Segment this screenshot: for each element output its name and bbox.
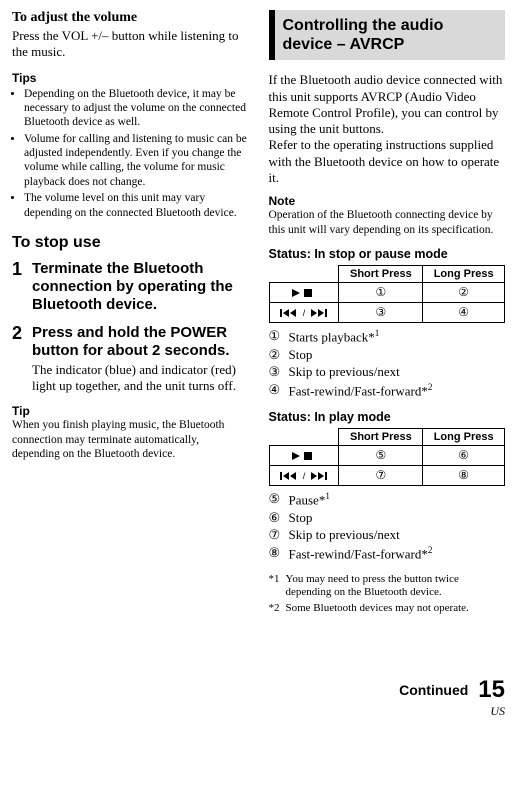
play-stop-icon bbox=[269, 445, 339, 465]
avrcp-intro-2: Refer to the operating instructions supp… bbox=[269, 137, 506, 186]
step-2: 2 Press and hold the POWER button for ab… bbox=[12, 324, 249, 395]
note-heading: Note bbox=[269, 194, 506, 208]
cell-short: ⑦ bbox=[339, 465, 423, 485]
legend-item: ②Stop bbox=[269, 346, 506, 364]
note-body: Operation of the Bluetooth connecting de… bbox=[269, 208, 506, 237]
step-2-heading: Press and hold the POWER button for abou… bbox=[32, 324, 248, 360]
legend-item: ①Starts playback*1 bbox=[269, 327, 506, 346]
cell-long: ⑥ bbox=[423, 445, 505, 465]
tip-body: When you finish playing music, the Bluet… bbox=[12, 418, 249, 461]
play-stop-icon bbox=[269, 282, 339, 302]
avrcp-intro-1: If the Bluetooth audio device connected … bbox=[269, 72, 506, 137]
page-footer: Continued 15 US bbox=[269, 676, 506, 719]
legend-stop-pause: ①Starts playback*1 ②Stop ③Skip to previo… bbox=[269, 327, 506, 400]
tips-heading: Tips bbox=[12, 71, 249, 85]
table-row: / ⑦ ⑧ bbox=[269, 465, 505, 485]
table-row: / ③ ④ bbox=[269, 302, 505, 322]
tip-item: The volume level on this unit may vary d… bbox=[24, 191, 249, 220]
cell-short: ⑤ bbox=[339, 445, 423, 465]
legend-play: ⑤Pause*1 ⑥Stop ⑦Skip to previous/next ⑧F… bbox=[269, 490, 506, 563]
adjust-volume-heading: To adjust the volume bbox=[12, 10, 249, 26]
tip-item: Volume for calling and listening to musi… bbox=[24, 132, 249, 190]
cell-long: ② bbox=[423, 282, 505, 302]
legend-item: ⑥Stop bbox=[269, 509, 506, 527]
step-number: 1 bbox=[12, 260, 22, 314]
step-2-sub: The indicator (blue) and indicator (red)… bbox=[32, 362, 248, 395]
col-long-press: Long Press bbox=[423, 428, 505, 445]
col-short-press: Short Press bbox=[339, 265, 423, 282]
svg-text:/: / bbox=[303, 308, 306, 318]
prev-next-icon: / bbox=[269, 302, 339, 322]
footnote-2: *2 Some Bluetooth devices may not operat… bbox=[269, 602, 506, 616]
stop-use-heading: To stop use bbox=[12, 234, 249, 252]
legend-item: ③Skip to previous/next bbox=[269, 363, 506, 381]
footnote-1: *1 You may need to press the button twic… bbox=[269, 573, 506, 601]
col-long-press: Long Press bbox=[423, 265, 505, 282]
tip-item: Depending on the Bluetooth device, it ma… bbox=[24, 87, 249, 130]
controls-table-play: Short Press Long Press ⑤ ⑥ bbox=[269, 428, 506, 486]
status-play-heading: Status: In play mode bbox=[269, 410, 506, 424]
step-1-heading: Terminate the Bluetooth connection by op… bbox=[32, 260, 248, 314]
table-row: ⑤ ⑥ bbox=[269, 445, 505, 465]
legend-item: ⑦Skip to previous/next bbox=[269, 526, 506, 544]
prev-next-icon: / bbox=[269, 465, 339, 485]
step-number: 2 bbox=[12, 324, 22, 395]
col-short-press: Short Press bbox=[339, 428, 423, 445]
cell-short: ① bbox=[339, 282, 423, 302]
cell-long: ⑧ bbox=[423, 465, 505, 485]
tip-heading: Tip bbox=[12, 404, 249, 418]
table-row: ① ② bbox=[269, 282, 505, 302]
locale-label: US bbox=[269, 704, 506, 719]
legend-item: ⑤Pause*1 bbox=[269, 490, 506, 509]
cell-short: ③ bbox=[339, 302, 423, 322]
continued-label: Continued bbox=[399, 682, 468, 698]
table-blank-cell bbox=[269, 265, 339, 282]
svg-text:/: / bbox=[303, 471, 306, 481]
page-number: 15 bbox=[478, 676, 505, 703]
legend-item: ④Fast-rewind/Fast-forward*2 bbox=[269, 381, 506, 400]
section-heading-avrcp: Controlling the audio device – AVRCP bbox=[269, 10, 506, 60]
status-stop-pause-heading: Status: In stop or pause mode bbox=[269, 247, 506, 261]
controls-table-stop-pause: Short Press Long Press ① ② bbox=[269, 265, 506, 323]
adjust-volume-body: Press the VOL +/– button while listening… bbox=[12, 28, 249, 61]
tips-list: Depending on the Bluetooth device, it ma… bbox=[12, 87, 249, 220]
step-1: 1 Terminate the Bluetooth connection by … bbox=[12, 260, 249, 314]
legend-item: ⑧Fast-rewind/Fast-forward*2 bbox=[269, 544, 506, 563]
cell-long: ④ bbox=[423, 302, 505, 322]
table-blank-cell bbox=[269, 428, 339, 445]
